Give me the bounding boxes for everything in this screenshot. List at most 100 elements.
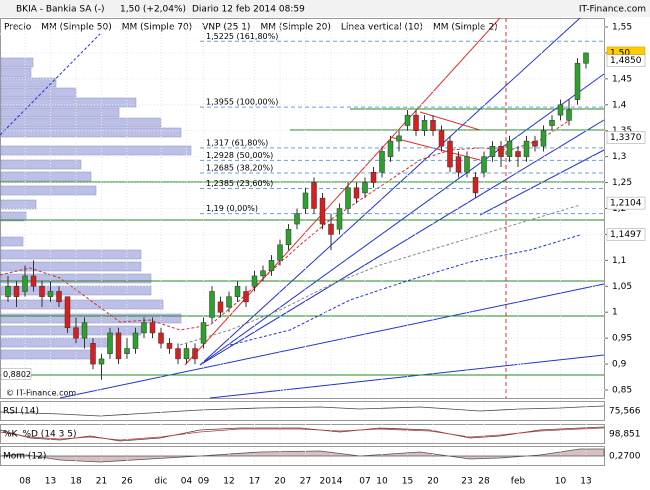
x-tick-label: 12 [223,477,234,487]
y-tick-label: 1,1 [612,256,626,266]
candle-body [132,332,139,349]
y-tick-label: 0,9 [612,360,627,370]
x-tick-label: 21 [96,477,107,487]
candle-body [455,156,462,173]
y-tick-label: 1 [612,308,618,318]
candle-body [183,348,190,360]
low-label-box [0,368,32,380]
d-line [0,427,605,441]
y-tick-label: 1,45 [612,74,632,84]
candle-body [362,182,368,194]
x-tick-label: 2014 [320,477,343,487]
candle-body [379,151,385,173]
vp-bar [0,349,92,360]
overlays [0,17,605,399]
x-tick-label: 26 [121,477,133,487]
vp-bar [0,57,34,68]
candle-body [149,322,156,334]
trend-line [184,17,501,366]
candle-body [200,322,207,344]
vp-bar [0,67,32,78]
trend-line [389,136,481,161]
candle-body [336,208,343,230]
price-label-box [606,131,646,144]
vp-bar [0,77,57,88]
x-tick-label: dic [154,477,167,487]
vp-bar [0,107,120,118]
x-tick-label: 10 [376,477,388,487]
candle-body [481,156,487,173]
fib-label: 1,2928 (50,00%) [206,151,273,160]
trend-line [419,111,481,131]
candle-body [115,332,122,360]
vp-bar [0,185,97,196]
panel-title: %K [3,430,19,440]
candle-body [107,332,113,354]
stoch-frame [0,424,605,444]
candle-body [226,296,232,308]
candle-body [98,358,105,365]
candle-body [574,63,581,100]
x-tick-label: 04 [181,477,193,487]
candle-body [30,275,37,287]
candle-body [277,244,283,261]
candle-body [234,286,241,297]
candle-body [549,120,555,126]
candle-body [47,291,54,297]
candle-body [328,223,334,235]
x-tick-label: 20 [427,477,439,487]
chart-title: BKIA - Bankia SA (-) [16,5,105,15]
y-tick-label: 1,25 [612,178,632,188]
mom-area [0,448,605,463]
x-tick-label: 28 [478,477,490,487]
x-tick-label: 09 [198,477,210,487]
x-tick-label: 13 [580,477,591,487]
candle-body [158,332,164,344]
candle-body [141,322,147,334]
price-label-box [606,54,646,67]
vp-bar [0,249,142,260]
vp-bar [0,299,164,310]
candle-body [370,171,377,183]
candle-body [489,146,496,157]
trend-line [199,17,581,366]
vp-bar [0,127,182,138]
period: Diario 12 feb 2014 08:59 [192,5,305,15]
candle-body [532,140,538,147]
candle-body [209,291,215,318]
candle-body [345,187,351,209]
candle-body [260,270,266,277]
volume-profile [0,57,192,360]
watermark: © IT-Finance.com [6,389,76,398]
candle-body [438,130,445,147]
candle-body [583,52,589,64]
ma70 [229,234,581,346]
trend-line [0,33,101,136]
x-tick-label: 18 [70,477,82,487]
x-tick-label: 23 [461,477,472,487]
y-tick-label: 1,55 [612,23,632,33]
price: 1,50 (+2,04%) [120,5,186,15]
fib-label: 1,3955 (100,00%) [206,98,278,107]
candle-body [64,296,71,329]
rsi-frame [0,401,605,421]
price-label-box [606,228,646,241]
y-tick-label: 1,4 [612,100,627,110]
y-tick-label: 0,85 [612,386,632,396]
candle-body [243,291,249,303]
vp-bar [0,159,82,170]
price-label: 1,1497 [610,230,642,240]
panel-title: Mom (12) [3,452,46,462]
candle-body [5,286,11,297]
candle-body [523,140,530,157]
legend-entry: Precio [4,23,32,33]
price-label: 1,4850 [610,56,642,66]
candle-body [472,177,479,194]
legend-entry: MM (Simple 2) [433,23,498,33]
candle-body [566,109,572,121]
candle-body [319,197,326,225]
x-tick-label: 17 [249,477,260,487]
candle-body [217,301,224,313]
vp-bar [0,199,37,210]
